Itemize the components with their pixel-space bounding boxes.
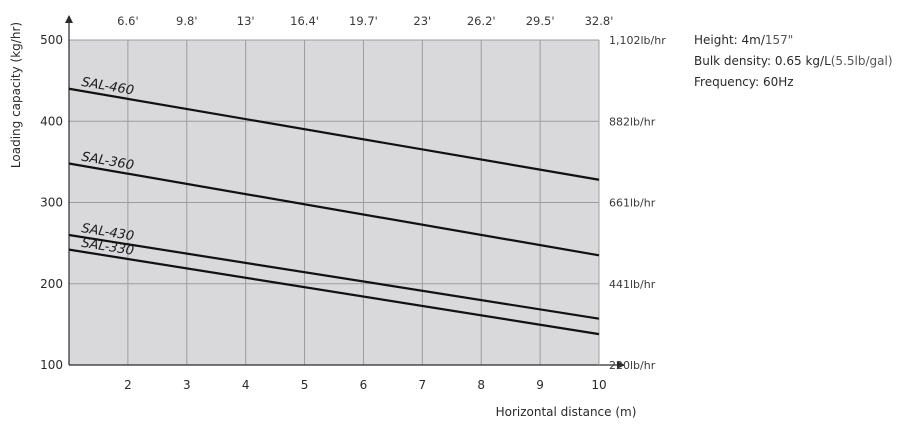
spec-height-imperial: 157" — [764, 33, 794, 47]
y-tick-label: 400 — [40, 114, 63, 128]
spec-density-label: Bulk density: — [694, 54, 775, 68]
spec-height-label: Height: — [694, 33, 742, 47]
top-tick-label: 23' — [413, 14, 431, 28]
top-tick-label: 9.8' — [176, 14, 197, 28]
x-axis-label: Horizontal distance (m) — [496, 405, 637, 419]
x-tick-label: 10 — [591, 378, 606, 392]
top-tick-label: 19.7' — [349, 14, 378, 28]
x-tick-label: 3 — [183, 378, 191, 392]
top-tick-label: 29.5' — [526, 14, 555, 28]
top-tick-label: 13' — [237, 14, 255, 28]
spec-density-metric: 0.65 kg/L — [774, 54, 831, 68]
right-tick-label: 1,102lb/hr — [609, 34, 666, 47]
spec-height: Height: 4m/157" — [694, 33, 793, 48]
series-line — [68, 248, 600, 336]
right-tick-label: 882lb/hr — [609, 115, 656, 128]
y-tick-label: 500 — [40, 33, 63, 47]
spec-frequency: Frequency: 60Hz — [694, 75, 794, 90]
x-tick-label: 5 — [301, 378, 309, 392]
series-line — [68, 162, 600, 257]
x-axis-arrow — [617, 361, 625, 369]
tick-labels: 100 200 300 400 500 2 3 4 5 6 7 8 9 10 6.6' 9.8' 13' 16.4… — [40, 14, 666, 392]
right-tick-label: 441lb/hr — [609, 278, 656, 291]
series-line — [68, 233, 600, 320]
right-tick-label: 661lb/hr — [609, 197, 656, 210]
top-tick-label: 32.8' — [585, 14, 614, 28]
right-tick-label: 220lb/hr — [609, 359, 656, 372]
x-tick-label: 9 — [536, 378, 544, 392]
y-tick-label: 300 — [40, 196, 63, 210]
axes — [65, 15, 625, 369]
top-tick-label: 6.6' — [117, 14, 138, 28]
spec-frequency-text: Frequency: 60Hz — [694, 75, 794, 89]
top-tick-label: 16.4' — [290, 14, 319, 28]
y-axis-arrow — [65, 15, 73, 23]
x-tick-label: 6 — [360, 378, 368, 392]
top-tick-label: 26.2' — [467, 14, 496, 28]
x-tick-label: 8 — [477, 378, 485, 392]
y-tick-label: 100 — [40, 358, 63, 372]
y-tick-label: 200 — [40, 277, 63, 291]
y-axis-label: Loading capacity (kg/hr) — [9, 22, 23, 168]
spec-density-imperial: (5.5lb/gal) — [830, 54, 893, 68]
x-tick-label: 7 — [419, 378, 427, 392]
series-line — [68, 87, 600, 181]
spec-bulk-density: Bulk density: 0.65 kg/L(5.5lb/gal) — [694, 54, 893, 69]
spec-height-metric: 4m/ — [741, 33, 765, 47]
x-tick-label: 4 — [242, 378, 250, 392]
x-tick-label: 2 — [124, 378, 132, 392]
